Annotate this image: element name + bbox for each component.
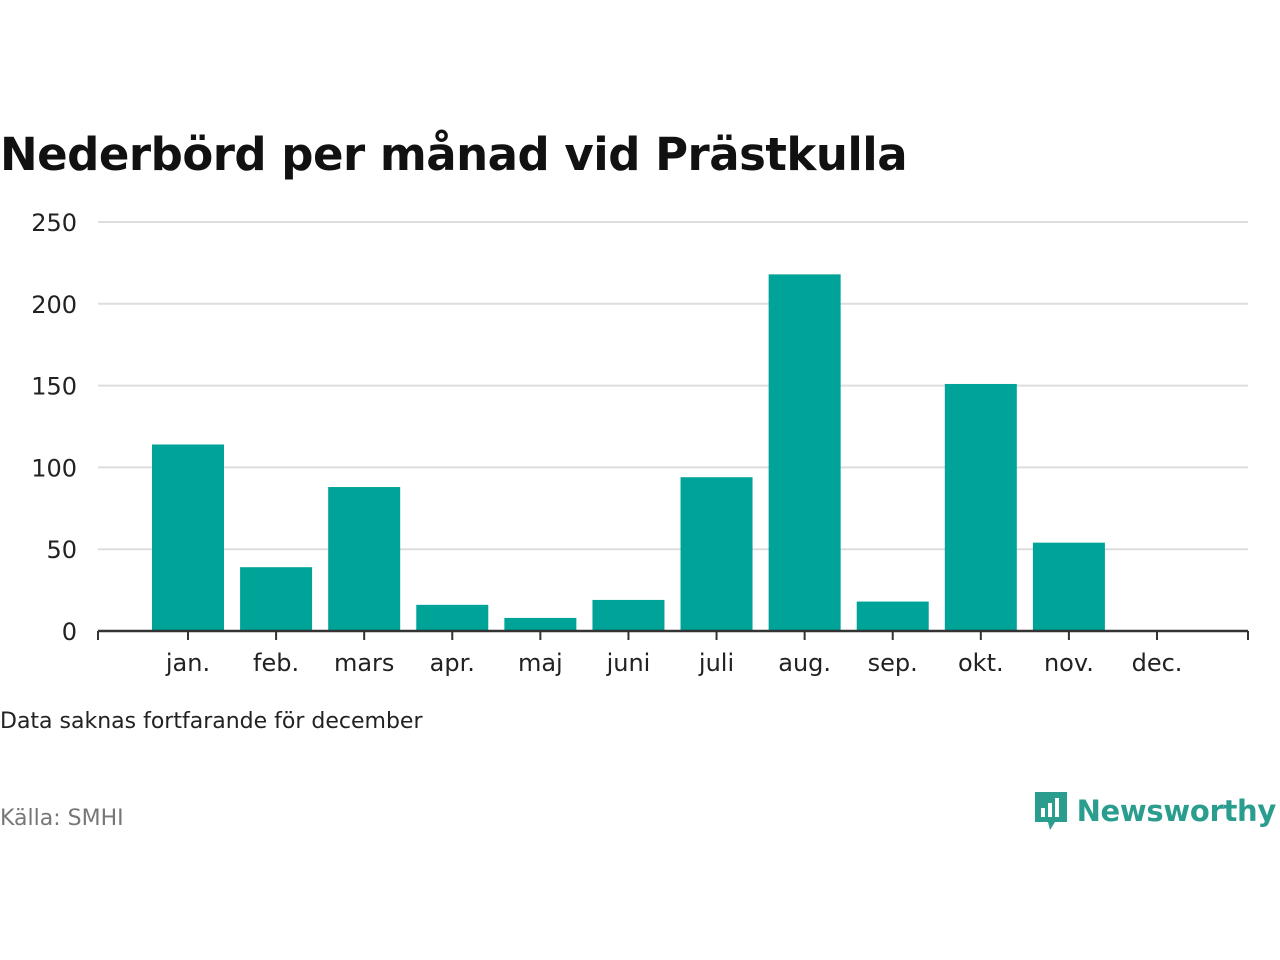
y-tick-label: 250: [31, 209, 77, 237]
bar-juli: [680, 477, 753, 631]
brand-name: Newsworthy: [1076, 794, 1277, 828]
bar-aug: [768, 274, 841, 631]
footnote: Data saknas fortfarande för december: [0, 709, 423, 734]
chart-title: Nederbörd per månad vid Prästkulla: [0, 128, 908, 181]
x-axis-labels: jan. feb. mars apr. maj juni juli aug. sep. okt. n…: [165, 649, 1183, 677]
x-tick-label: aug.: [778, 649, 831, 677]
newsworthy-logo-icon: [1034, 792, 1067, 830]
x-tick-label: okt.: [958, 649, 1004, 677]
x-tick-label: maj: [518, 649, 563, 677]
bars: [152, 274, 1105, 631]
bar-juni: [592, 599, 665, 631]
x-tick-label: sep.: [868, 649, 918, 677]
x-tick-label: mars: [334, 649, 394, 677]
y-tick-label: 0: [62, 618, 77, 646]
bar-sep: [856, 601, 929, 631]
x-tick-label: juli: [698, 649, 734, 677]
x-tick-label: juni: [606, 649, 651, 677]
bar-maj: [504, 617, 577, 631]
gridlines: [98, 221, 1248, 551]
source-label: Källa: SMHI: [0, 806, 124, 831]
y-axis-labels: 0 50 100 150 200 250: [31, 209, 77, 646]
y-tick-label: 150: [31, 373, 77, 401]
brand-logo[interactable]: Newsworthy: [1033, 790, 1276, 832]
x-axis: [97, 629, 1249, 640]
bar-apr: [416, 604, 489, 631]
x-tick-label: feb.: [253, 649, 299, 677]
x-tick-label: dec.: [1132, 649, 1183, 677]
bar-feb: [240, 567, 313, 631]
bar-okt: [944, 383, 1017, 631]
bar-nov: [1032, 542, 1105, 631]
x-tick-label: apr.: [430, 649, 475, 677]
bar-jan: [152, 444, 224, 631]
y-tick-label: 50: [46, 536, 77, 564]
y-tick-label: 100: [31, 454, 77, 482]
x-tick-label: jan.: [165, 649, 210, 677]
bar-mars: [328, 487, 401, 631]
y-tick-label: 200: [31, 291, 77, 319]
x-tick-label: nov.: [1044, 649, 1094, 677]
